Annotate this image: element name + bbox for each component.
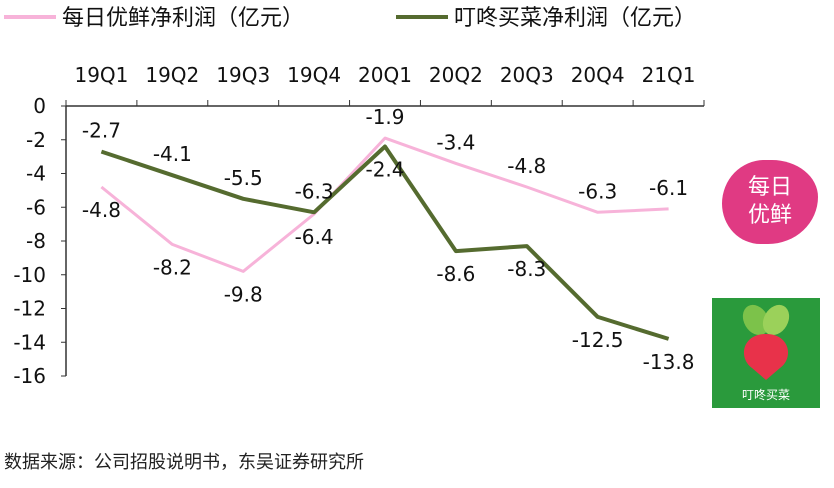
y-tick-label: -4 bbox=[26, 162, 46, 186]
y-tick-label: -8 bbox=[26, 229, 46, 253]
data-label-dingdong: -6.3 bbox=[295, 179, 334, 203]
data-label-dingdong: -4.1 bbox=[153, 142, 192, 166]
data-label-mrfresh: -6.3 bbox=[578, 179, 617, 203]
x-tick-label: 21Q1 bbox=[642, 63, 696, 87]
data-label-dingdong: -8.3 bbox=[507, 257, 546, 281]
x-tick-label: 20Q2 bbox=[429, 63, 483, 87]
y-tick-label: -14 bbox=[13, 330, 46, 354]
x-tick-label: 20Q4 bbox=[571, 63, 625, 87]
net-profit-line-chart: 每日优鲜净利润（亿元） 叮咚买菜净利润（亿元） 19Q1 19Q2 19Q3 19Q4 20… bbox=[4, 6, 705, 388]
data-label-mrfresh: -1.9 bbox=[365, 105, 404, 129]
data-label-dingdong: -2.4 bbox=[365, 158, 404, 182]
y-tick-label: -10 bbox=[13, 263, 46, 287]
y-tick-label: -16 bbox=[13, 364, 46, 388]
x-tick-label: 19Q1 bbox=[74, 63, 128, 87]
data-label-mrfresh: -6.4 bbox=[295, 225, 334, 249]
legend-label: 每日优鲜净利润（亿元） bbox=[62, 6, 304, 31]
data-label-dingdong: -5.5 bbox=[224, 166, 263, 190]
x-tick-label: 19Q2 bbox=[145, 63, 199, 87]
x-tick-label: 20Q3 bbox=[500, 63, 554, 87]
series-line-dingdong bbox=[100, 144, 670, 341]
mrfresh-logo-line1: 每日 bbox=[747, 175, 792, 200]
x-tick-label: 19Q3 bbox=[216, 63, 270, 87]
mrfresh-logo-line2: 优鲜 bbox=[747, 203, 792, 228]
dingdong-logo-label: 叮咚买菜 bbox=[741, 388, 790, 402]
series-line-mrfresh bbox=[100, 136, 669, 273]
mrfresh-logo: 每日 优鲜 bbox=[722, 160, 818, 244]
x-tick-label: 20Q1 bbox=[358, 63, 412, 87]
source-note: 数据来源：公司招股说明书，东吴证券研究所 bbox=[4, 452, 364, 473]
y-tick-label: -12 bbox=[13, 297, 46, 321]
legend-label: 叮咚买菜净利润（亿元） bbox=[454, 6, 696, 31]
data-label-dingdong: -8.6 bbox=[436, 262, 475, 286]
data-label-mrfresh: -4.8 bbox=[82, 198, 121, 222]
data-label-mrfresh: -4.8 bbox=[507, 154, 546, 178]
data-label-dingdong: -2.7 bbox=[82, 119, 121, 143]
radish-icon bbox=[742, 304, 790, 380]
y-tick-label: -6 bbox=[26, 195, 46, 219]
x-tick-label: 19Q4 bbox=[287, 63, 341, 87]
dingdong-logo: 叮咚买菜 bbox=[712, 298, 820, 408]
data-label-mrfresh: -8.2 bbox=[153, 255, 192, 279]
y-tick-label: 0 bbox=[33, 94, 46, 118]
data-label-mrfresh: -3.4 bbox=[436, 130, 475, 154]
data-label-mrfresh: -9.8 bbox=[224, 282, 263, 306]
data-label-dingdong: -13.8 bbox=[643, 350, 695, 374]
y-tick-label: -2 bbox=[26, 128, 46, 152]
data-label-dingdong: -12.5 bbox=[572, 328, 624, 352]
data-label-mrfresh: -6.1 bbox=[649, 176, 688, 200]
